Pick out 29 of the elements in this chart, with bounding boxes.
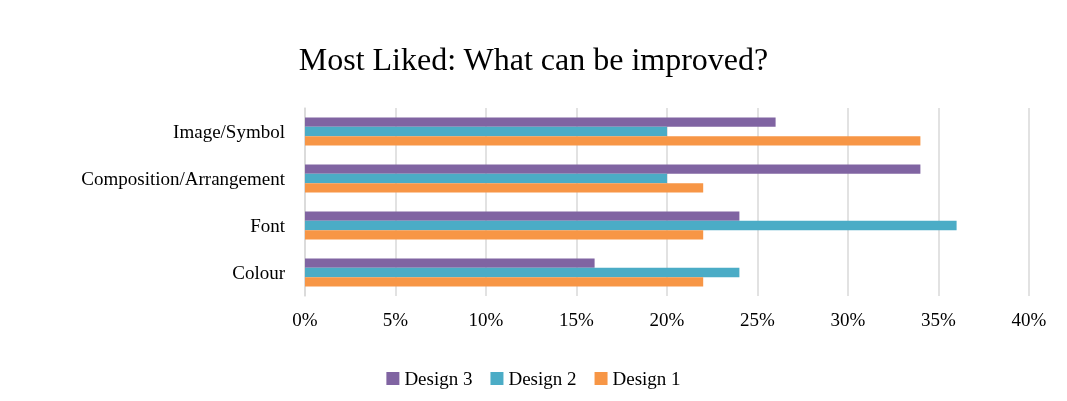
x-tick-label: 35% bbox=[921, 309, 957, 330]
x-tick-label: 25% bbox=[740, 309, 776, 330]
bar bbox=[305, 258, 595, 268]
x-tick-label: 40% bbox=[1011, 309, 1047, 330]
bar bbox=[305, 117, 776, 127]
x-tick-label: 15% bbox=[559, 309, 595, 330]
legend-label: Design 3 bbox=[404, 368, 473, 389]
bar bbox=[305, 220, 957, 231]
y-tick-label: Colour bbox=[232, 262, 286, 283]
x-tick-label: 0% bbox=[292, 309, 318, 330]
legend-label: Design 1 bbox=[612, 368, 681, 389]
bar bbox=[305, 267, 740, 278]
bar bbox=[305, 277, 704, 287]
y-tick-label: Composition/Arrangement bbox=[81, 168, 286, 189]
bar bbox=[305, 211, 740, 221]
x-tick-label: 20% bbox=[649, 309, 685, 330]
y-tick-label: Image/Symbol bbox=[173, 121, 285, 142]
legend-label: Design 2 bbox=[508, 368, 577, 389]
x-tick-label: 30% bbox=[830, 309, 866, 330]
chart-title: Most Liked: What can be improved? bbox=[298, 41, 769, 77]
bar bbox=[305, 164, 921, 174]
bar bbox=[305, 183, 704, 193]
bar bbox=[305, 173, 667, 184]
bar bbox=[305, 126, 667, 137]
bar bbox=[305, 230, 704, 240]
x-tick-label: 5% bbox=[382, 309, 409, 330]
y-tick-label: Font bbox=[250, 215, 286, 236]
x-tick-label: 10% bbox=[468, 309, 504, 330]
bar bbox=[305, 136, 921, 146]
